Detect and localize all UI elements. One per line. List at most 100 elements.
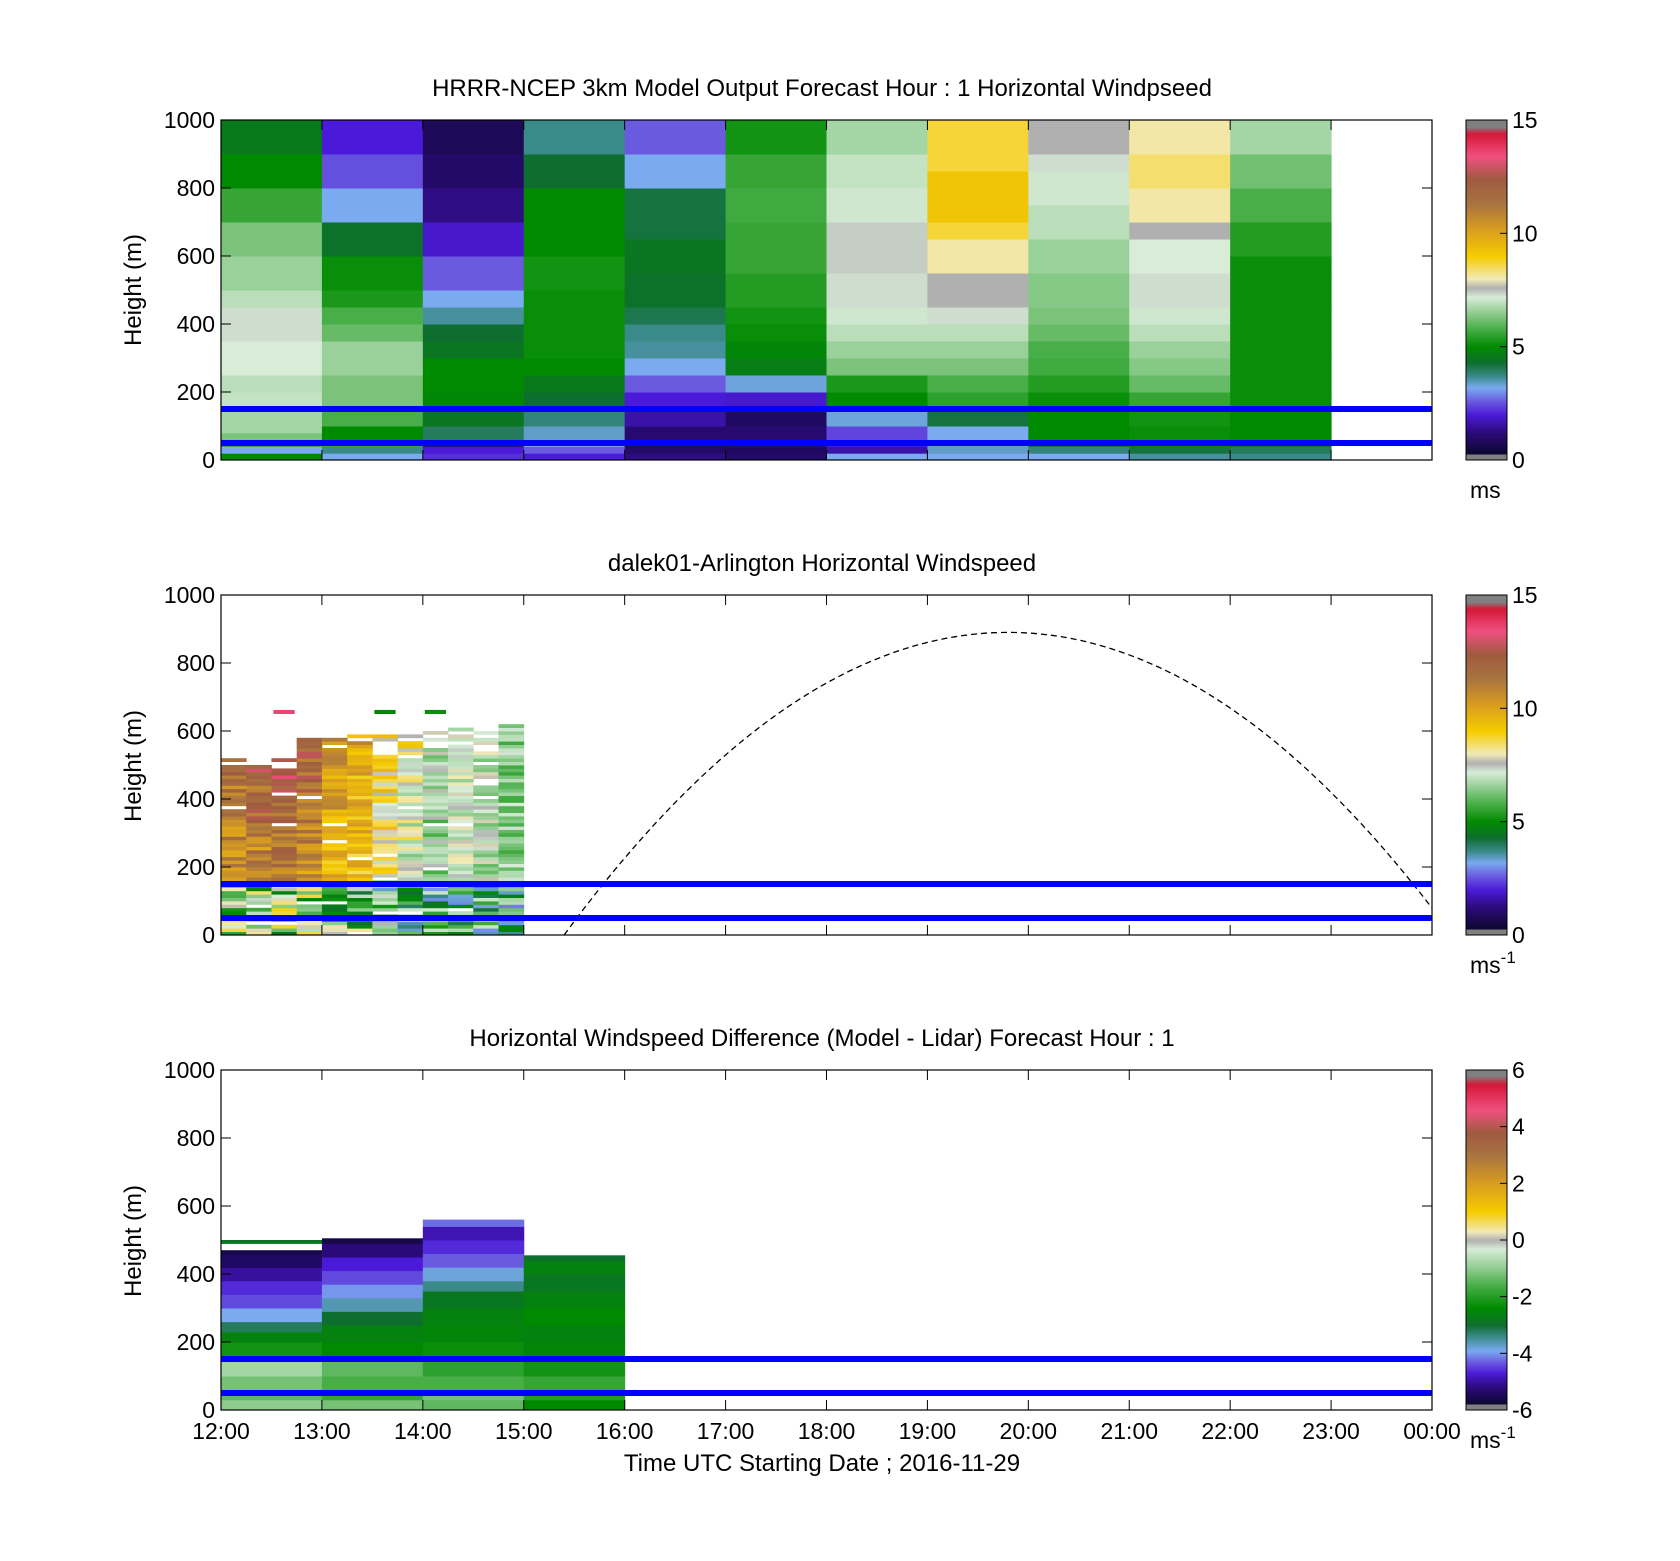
colorbar-segment	[1466, 731, 1507, 734]
colorbar-segment	[1466, 735, 1507, 738]
lidar-cell	[473, 890, 499, 895]
lidar-cell	[296, 860, 323, 864]
lidar-cell	[372, 778, 399, 783]
colorbar-segment	[1466, 406, 1507, 409]
colorbar-segment	[1466, 1306, 1507, 1309]
lidar-cell	[321, 873, 348, 878]
lidar-cell	[422, 782, 449, 786]
lidar-cell	[271, 870, 298, 875]
heatmap-cell	[624, 120, 727, 155]
colorbar-segment	[1466, 1342, 1507, 1345]
lidar-cell	[221, 911, 247, 915]
colorbar-segment	[1466, 1098, 1507, 1101]
colorbar-segment	[1466, 627, 1507, 630]
colorbar-tick-label: 10	[1512, 695, 1538, 721]
heatmap-cell	[523, 426, 626, 441]
lidar-cell	[498, 724, 525, 728]
colorbar-segment	[1466, 729, 1507, 732]
lidar-cell	[321, 758, 348, 762]
colorbar-segment	[1466, 1108, 1507, 1111]
colorbar-segment	[1466, 228, 1507, 231]
colorbar-segment	[1466, 258, 1507, 261]
colorbar-segment	[1466, 1220, 1507, 1223]
colorbar-segment	[1466, 751, 1507, 754]
heatmap-cell	[624, 358, 727, 376]
heatmap-cell	[826, 341, 928, 359]
colorbar-segment	[1466, 350, 1507, 353]
lidar-cell	[397, 761, 424, 766]
colorbar-segment	[1466, 1376, 1507, 1379]
colorbar-segment	[1466, 1328, 1507, 1331]
lidar-cell	[246, 826, 272, 830]
y-tick-label: 800	[177, 650, 215, 676]
colorbar-segment	[1466, 851, 1507, 854]
lidar-cell	[422, 846, 449, 851]
heatmap-cell	[826, 375, 928, 393]
colorbar-segment	[1466, 615, 1507, 618]
lidar-cell	[448, 751, 474, 756]
lidar-cell	[498, 921, 525, 926]
colorbar-segment	[1466, 202, 1507, 205]
heatmap-cell	[1028, 426, 1130, 441]
colorbar-segment	[1466, 1104, 1507, 1107]
lidar-cell	[347, 860, 373, 864]
lidar-cell	[397, 890, 424, 895]
lidar-cell	[296, 904, 323, 909]
lidar-cell	[347, 833, 373, 837]
lidar-cell	[372, 809, 399, 813]
lidar-cell	[372, 867, 399, 871]
lidar-cell	[321, 894, 348, 898]
colorbar-segment	[1466, 1254, 1507, 1257]
colorbar-segment	[1466, 787, 1507, 790]
lidar-cell	[473, 928, 499, 932]
lidar-cell	[473, 860, 499, 864]
colorbar-segment	[1466, 919, 1507, 922]
lidar-cell	[498, 928, 525, 932]
lidar-cell	[271, 782, 298, 786]
heatmap-cell	[321, 375, 424, 410]
colorbar-segment	[1466, 442, 1507, 445]
heatmap-cell	[1230, 453, 1332, 460]
colorbar-segment	[1466, 184, 1507, 187]
colorbar-segment	[1466, 1092, 1507, 1095]
lidar-cell	[372, 816, 399, 820]
colorbar-segment	[1466, 1224, 1507, 1227]
lidar-cell	[372, 758, 399, 762]
heatmap-cell	[1230, 120, 1332, 155]
lidar-cell	[422, 890, 449, 895]
lidar-cell	[473, 737, 499, 742]
colorbar-segment	[1466, 707, 1507, 710]
colorbar-segment	[1466, 214, 1507, 217]
x-tick-label: 15:00	[495, 1418, 553, 1444]
colorbar-segment	[1466, 212, 1507, 215]
heatmap-cell	[927, 409, 1029, 427]
colorbar-segment	[1466, 1294, 1507, 1297]
colorbar-segment	[1466, 745, 1507, 748]
heatmap-cell	[725, 307, 827, 325]
colorbar-segment	[1466, 781, 1507, 784]
colorbar-segment	[1466, 1106, 1507, 1109]
lidar-cell	[221, 901, 247, 905]
heatmap-cell	[725, 154, 827, 189]
lidar-cell	[498, 816, 525, 820]
heatmap-cell	[1028, 446, 1130, 454]
colorbar-segment	[1466, 246, 1507, 249]
lidar-cell	[397, 809, 424, 813]
heatmap-cell	[321, 426, 424, 441]
colorbar-segment	[1466, 130, 1507, 133]
heatmap-cell	[422, 188, 525, 223]
lidar-cell	[246, 924, 272, 929]
colorbar-segment	[1466, 651, 1507, 654]
lidar-cell	[498, 873, 525, 878]
colorbar-segment	[1466, 394, 1507, 397]
colorbar-segment	[1466, 142, 1507, 145]
colorbar-segment	[1466, 176, 1507, 179]
colorbar-segment	[1466, 1258, 1507, 1261]
colorbar-segment	[1466, 759, 1507, 762]
colorbar-segment	[1466, 250, 1507, 253]
colorbar-segment	[1466, 1076, 1507, 1079]
lidar-cell	[321, 850, 348, 854]
lidar-cell	[448, 727, 474, 732]
colorbar-segment	[1466, 765, 1507, 768]
colorbar-segment	[1466, 715, 1507, 718]
